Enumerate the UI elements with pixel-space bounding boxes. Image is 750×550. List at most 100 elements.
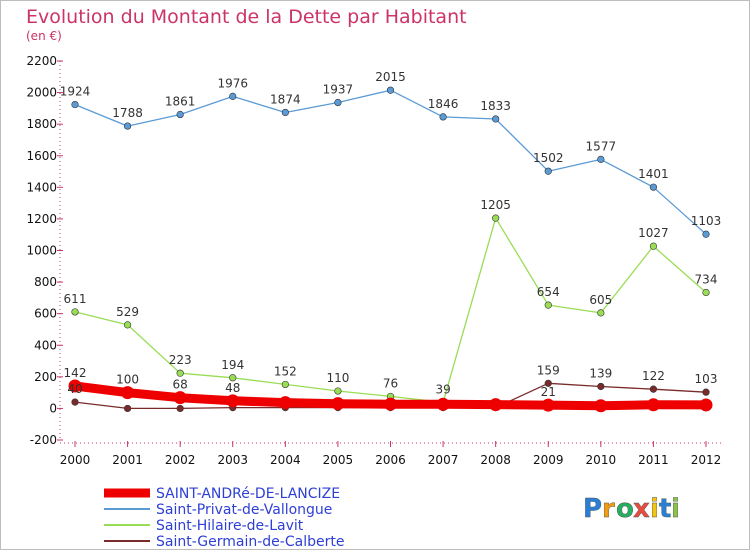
data-label: 1401 [638,167,669,181]
data-point [278,396,292,410]
data-label: 1502 [533,151,564,165]
data-point [121,386,135,400]
x-tick-label: 2001 [112,453,143,467]
data-label: 103 [695,372,718,386]
data-point [649,242,658,250]
legend-entry: Saint-Privat-de-Vallongue [156,502,332,518]
data-label: 1788 [112,106,143,120]
data-point [386,86,395,94]
y-tick-label: 800 [34,275,57,289]
data-point [702,288,710,297]
data-label: 1861 [165,95,196,109]
data-label: 159 [537,363,560,377]
data-point [702,230,710,238]
y-tick-label: 0 [49,401,57,415]
data-point [544,167,552,175]
data-point [439,113,447,121]
data-label: 152 [274,364,297,378]
data-label: 39 [435,382,450,396]
y-tick-label: 200 [34,370,57,384]
data-label: 1937 [323,83,354,97]
data-label: 21 [541,385,556,399]
series-lines [68,86,713,413]
data-point [281,380,289,389]
y-tick-label: 1800 [26,117,57,131]
data-point [597,155,605,163]
data-point [71,100,79,109]
data-label: 1874 [270,92,301,106]
x-tick-label: 2006 [375,453,406,467]
y-tick-label: -200 [30,433,57,447]
data-point [649,385,658,393]
data-label: 76 [383,376,398,390]
data-point [123,122,132,130]
data-label: 2015 [375,70,406,84]
data-label: 142 [64,366,87,380]
data-point [229,92,237,100]
logo-letter: P [583,494,602,524]
data-point [123,321,132,329]
series-line [74,89,707,235]
data-point [541,398,555,412]
data-point [71,398,79,406]
data-label: 611 [64,292,87,306]
data-point [594,399,608,413]
data-point [649,183,658,191]
logo-letter: t [659,494,671,524]
data-label: 1976 [217,76,248,90]
data-label: 1833 [480,99,511,113]
data-point [123,404,132,413]
data-label: 194 [221,358,244,372]
legend: SAINT-ANDRé-DE-LANCIZESaint-Privat-de-Va… [104,486,344,550]
x-tick-label: 2005 [323,453,354,467]
data-point [68,379,82,393]
data-label: 68 [173,378,188,392]
x-tick-label: 2004 [270,453,301,467]
data-label: 734 [695,273,718,287]
data-label: 110 [326,371,349,385]
logo-letter: x [633,494,650,524]
data-label: 1577 [586,139,617,153]
data-label: 654 [537,285,560,299]
y-tick-label: 1400 [26,180,57,194]
x-tick-label: 2002 [165,453,196,467]
data-label: 48 [225,381,240,395]
data-point [176,404,184,413]
data-point [597,309,605,317]
data-point [702,388,710,396]
data-point [646,398,660,412]
y-tick-label: 1000 [26,244,57,258]
data-point [492,214,500,222]
logo-letter: r [602,494,615,524]
data-label: 1924 [60,85,91,99]
x-tick-label: 2003 [217,453,248,467]
data-point [384,397,397,411]
data-labels: 40 159 139 122 103 611 529 223 194 152 110 76 39 1205… [60,70,722,399]
y-tick-label: 2200 [26,54,57,68]
data-point [544,301,552,309]
data-point [436,397,450,411]
data-point [492,115,500,123]
y-tick-label: 600 [34,307,57,321]
chart-subtitle: (en €) [26,29,62,43]
data-label: 100 [116,373,139,387]
y-tick-label: 2000 [26,86,57,100]
legend-entry: SAINT-ANDRé-DE-LANCIZE [156,486,340,502]
y-tick-label: 1600 [26,149,57,163]
data-label: 223 [169,353,192,367]
data-point [334,98,342,107]
data-point [176,369,184,377]
data-label: 1205 [480,198,511,212]
legend-entry: Saint-Hilaire-de-Lavit [156,518,304,534]
data-point [331,397,345,411]
data-point [173,391,187,405]
data-label: 40 [67,382,82,396]
x-tick-label: 2012 [691,453,722,467]
x-tick-label: 2009 [533,453,564,467]
data-label: 122 [642,369,665,383]
data-label: 605 [589,293,612,307]
data-point [71,308,79,316]
data-point [334,387,342,395]
